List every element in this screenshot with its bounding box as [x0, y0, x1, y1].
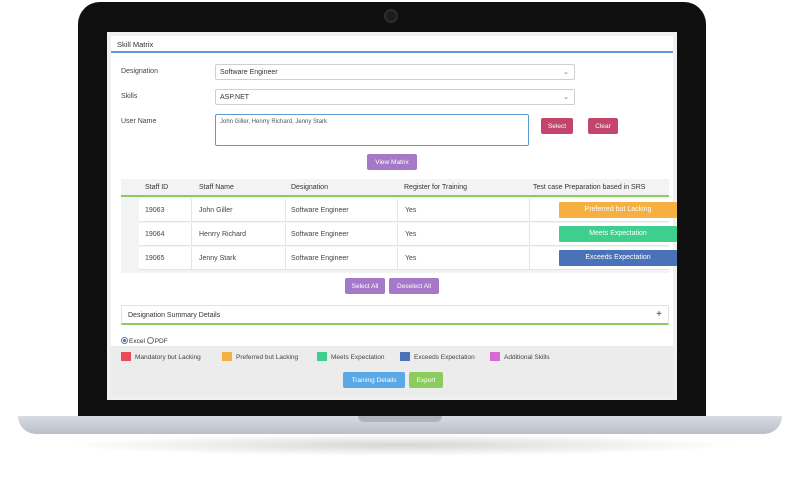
laptop-notch — [358, 416, 442, 422]
username-label: User Name — [121, 118, 157, 125]
divider — [529, 223, 530, 246]
skills-select[interactable]: ASP.NET ⌄ — [215, 89, 575, 105]
staff-designation: Software Engineer — [291, 231, 349, 238]
designation-value: Software Engineer — [220, 69, 278, 76]
register-status: Yes — [405, 231, 417, 238]
col-register: Register for Training — [404, 184, 468, 191]
excel-radio[interactable] — [121, 337, 128, 344]
view-matrix-button[interactable]: View Matrix — [367, 154, 417, 170]
col-staff-name: Staff Name — [199, 184, 234, 191]
divider — [285, 247, 286, 270]
legend-swatch — [121, 352, 131, 361]
summary-title: Designation Summary Details — [128, 312, 221, 319]
skill-status-badge: Exceeds Expectation — [559, 250, 677, 266]
legend-swatch — [400, 352, 410, 361]
divider — [529, 247, 530, 270]
table-row[interactable]: 19065 Jenny Stark Software Engineer Yes … — [139, 247, 677, 270]
col-designation: Designation — [291, 184, 328, 191]
legend-label: Preferred but Lacking — [236, 354, 299, 361]
staff-name: John Giller — [199, 207, 233, 214]
staff-table: Staff ID Staff Name Designation Register… — [121, 179, 677, 273]
divider — [285, 223, 286, 246]
username-input[interactable]: John Giller, Henrry Richard, Jenny Stark — [215, 114, 529, 146]
chevron-down-icon: ⌄ — [563, 69, 569, 76]
staff-id: 19065 — [145, 255, 165, 262]
staff-designation: Software Engineer — [291, 255, 349, 262]
skill-matrix-panel: Skill Matrix Designation Software Engine… — [111, 36, 677, 396]
legend-label: Meets Expectation — [331, 354, 385, 361]
legend-swatch — [317, 352, 327, 361]
legend-area: Mandatory but Lacking Preferred but Lack… — [111, 346, 673, 396]
staff-id: 19064 — [145, 231, 165, 238]
legend-label: Exceeds Expectation — [414, 354, 475, 361]
skills-label: Skills — [121, 93, 138, 100]
designation-label: Designation — [121, 68, 158, 75]
table-row[interactable]: 19063 John Giller Software Engineer Yes … — [139, 199, 677, 222]
legend-item: Meets Expectation — [317, 352, 384, 361]
legend-item: Additional Skills — [490, 352, 550, 361]
laptop-base — [18, 416, 782, 434]
col-test-case: Test case Preparation based in SRS — [533, 184, 646, 191]
deselect-all-button[interactable]: Deselect All — [389, 278, 439, 294]
divider — [285, 199, 286, 222]
legend-item: Preferred but Lacking — [222, 352, 298, 361]
col-staff-id: Staff ID — [145, 184, 169, 191]
laptop-shadow — [60, 434, 740, 456]
skill-status-badge: Meets Expectation — [559, 226, 677, 242]
legend-swatch — [222, 352, 232, 361]
legend-item: Mandatory but Lacking — [121, 352, 201, 361]
export-format-options: Excel PDF — [121, 337, 168, 345]
skill-status-badge: Preferred but Lacking — [559, 202, 677, 218]
staff-name: Henrry Richard — [199, 231, 247, 238]
export-button[interactable]: Export — [409, 372, 443, 388]
divider — [397, 223, 398, 246]
divider — [397, 199, 398, 222]
divider — [529, 199, 530, 222]
panel-title: Skill Matrix — [111, 36, 673, 53]
legend-label: Mandatory but Lacking — [135, 354, 201, 361]
pdf-radio[interactable] — [146, 337, 154, 344]
plus-icon[interactable]: + — [656, 309, 662, 320]
staff-name: Jenny Stark — [199, 255, 236, 262]
divider — [191, 247, 192, 270]
select-all-button[interactable]: Select All — [345, 278, 385, 294]
staff-designation: Software Engineer — [291, 207, 349, 214]
legend-item: Exceeds Expectation — [400, 352, 475, 361]
divider — [191, 199, 192, 222]
pdf-label: PDF — [154, 338, 168, 345]
divider — [191, 223, 192, 246]
designation-select[interactable]: Software Engineer ⌄ — [215, 64, 575, 80]
chevron-down-icon: ⌄ — [563, 94, 569, 101]
table-header: Staff ID Staff Name Designation Register… — [121, 179, 669, 197]
designation-summary-accordion[interactable]: Designation Summary Details + — [121, 305, 669, 325]
register-status: Yes — [405, 207, 417, 214]
training-details-button[interactable]: Training Details — [343, 372, 405, 388]
skills-value: ASP.NET — [220, 94, 250, 101]
register-status: Yes — [405, 255, 417, 262]
webcam — [384, 9, 398, 23]
legend-swatch — [490, 352, 500, 361]
select-button[interactable]: Select — [541, 118, 573, 134]
clear-button[interactable]: Clear — [588, 118, 618, 134]
legend-label: Additional Skills — [504, 354, 550, 361]
table-row[interactable]: 19064 Henrry Richard Software Engineer Y… — [139, 223, 677, 246]
divider — [397, 247, 398, 270]
staff-id: 19063 — [145, 207, 165, 214]
excel-label: Excel — [129, 338, 145, 345]
laptop-screen: Skill Matrix Designation Software Engine… — [107, 32, 677, 400]
